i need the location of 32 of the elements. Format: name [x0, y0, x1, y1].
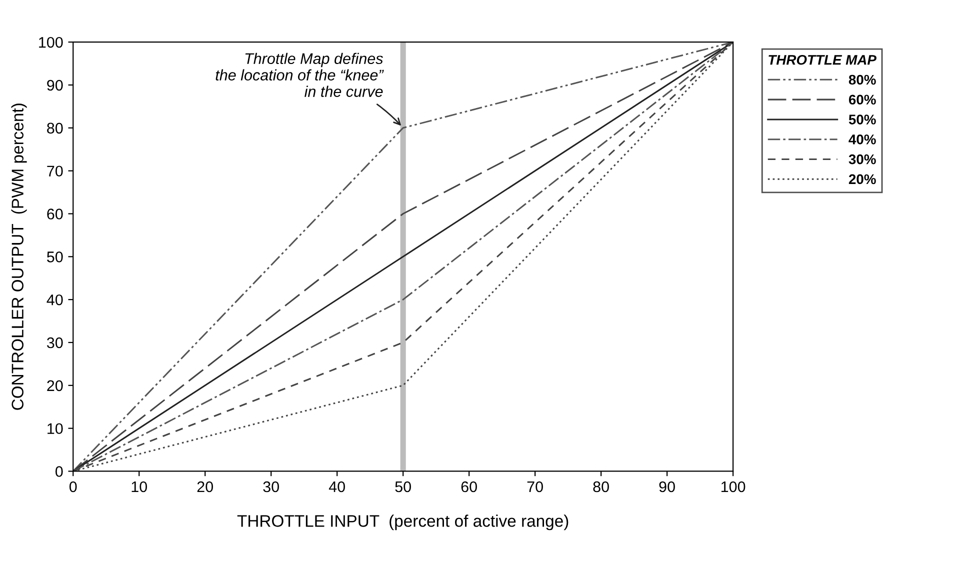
y-tick-label: 20	[47, 380, 63, 392]
y-tick-label: 80	[47, 122, 63, 134]
x-tick-label: 60	[461, 481, 477, 492]
y-tick-label: 50	[47, 252, 63, 262]
x-tick-label: 100	[721, 481, 746, 492]
x-tick-label: 90	[659, 481, 675, 492]
legend-label: 60%	[848, 94, 876, 105]
y-tick-label: 70	[47, 166, 63, 177]
y-tick-label: 10	[48, 423, 63, 434]
legend-title: THROTTLE MAP	[768, 54, 876, 65]
x-tick-label: 30	[263, 481, 279, 492]
legend-label: 40%	[848, 134, 876, 144]
annotation: Throttle Map defines the location of the “knee” in the curve	[216, 52, 384, 97]
x-axis-title: THROTTLE INPUT (percent of active range)	[237, 514, 568, 530]
legend-label: 50%	[848, 114, 876, 124]
y-tick-label: 0	[55, 466, 63, 477]
legend-label: 20%	[848, 174, 876, 184]
y-tick-label: 100	[39, 36, 63, 48]
x-tick-label: 70	[527, 481, 543, 492]
y-tick-label: 60	[47, 208, 63, 220]
x-tick-label: 20	[197, 481, 213, 492]
y-tick-label: 90	[47, 80, 63, 91]
x-tick-label: 0	[69, 481, 77, 492]
legend-label: 30%	[848, 154, 876, 164]
x-tick-label: 50	[395, 481, 411, 492]
y-tick-label: 40	[46, 294, 63, 306]
x-tick-label: 40	[328, 481, 345, 492]
y-tick-label: 30	[46, 337, 63, 348]
legend-label: 80%	[848, 74, 876, 85]
x-tick-label: 10	[132, 481, 148, 492]
x-tick-label: 80	[593, 481, 609, 492]
y-axis-title: CONTROLLER OUTPUT (PWM percent)	[11, 104, 27, 410]
